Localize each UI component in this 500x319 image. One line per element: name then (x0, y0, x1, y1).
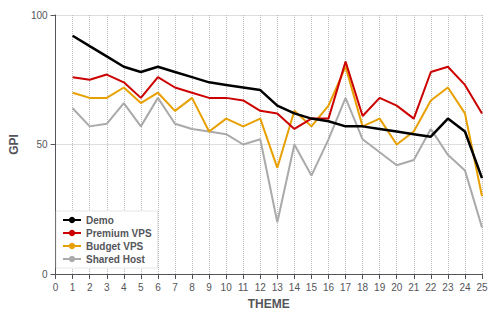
svg-text:100: 100 (31, 10, 48, 21)
svg-text:16: 16 (323, 282, 335, 293)
svg-text:4: 4 (121, 282, 127, 293)
svg-text:24: 24 (459, 282, 471, 293)
svg-text:10: 10 (221, 282, 233, 293)
svg-text:Shared Host: Shared Host (86, 254, 146, 265)
svg-text:6: 6 (155, 282, 161, 293)
svg-text:18: 18 (357, 282, 369, 293)
svg-text:Premium VPS: Premium VPS (86, 228, 152, 239)
svg-text:21: 21 (408, 282, 420, 293)
svg-text:Budget VPS: Budget VPS (86, 241, 144, 252)
svg-text:13: 13 (272, 282, 284, 293)
svg-text:GPI: GPI (7, 134, 21, 155)
svg-text:17: 17 (340, 282, 352, 293)
svg-text:12: 12 (255, 282, 267, 293)
svg-text:3: 3 (104, 282, 110, 293)
svg-text:50: 50 (36, 139, 48, 150)
svg-text:2: 2 (87, 282, 93, 293)
svg-text:15: 15 (306, 282, 318, 293)
svg-text:25: 25 (476, 282, 488, 293)
svg-text:7: 7 (172, 282, 178, 293)
svg-text:Demo: Demo (86, 215, 114, 226)
svg-text:5: 5 (138, 282, 144, 293)
svg-text:23: 23 (442, 282, 454, 293)
svg-text:THEME: THEME (248, 297, 290, 311)
svg-text:20: 20 (391, 282, 403, 293)
svg-text:22: 22 (425, 282, 437, 293)
svg-text:14: 14 (289, 282, 301, 293)
svg-text:1: 1 (70, 282, 76, 293)
svg-text:0: 0 (42, 269, 48, 280)
svg-text:19: 19 (374, 282, 386, 293)
svg-text:9: 9 (206, 282, 212, 293)
svg-text:8: 8 (189, 282, 195, 293)
svg-text:11: 11 (238, 282, 249, 293)
svg-text:0: 0 (53, 282, 59, 293)
